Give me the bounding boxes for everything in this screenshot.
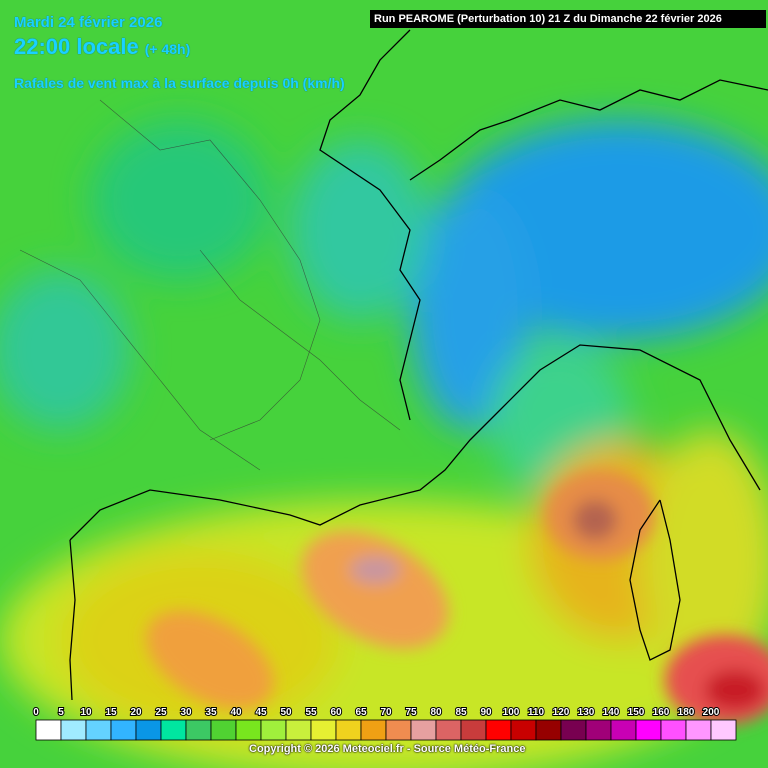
legend-label: 55 xyxy=(305,707,317,718)
coastlines xyxy=(69,29,768,701)
subtitle: Rafales de vent max à la surface depuis … xyxy=(14,75,345,91)
color-box xyxy=(635,719,662,741)
lead-time: (+ 48h) xyxy=(144,41,191,57)
color-box xyxy=(710,719,737,741)
color-box xyxy=(535,719,562,741)
color-box xyxy=(210,719,237,741)
run-info: Run PEAROME (Perturbation 10) 21 Z du Di… xyxy=(370,10,766,28)
legend-label: 45 xyxy=(255,707,267,718)
legend-label: 40 xyxy=(230,707,242,718)
color-box xyxy=(285,719,312,741)
time-line: 22:00 locale (+ 48h) xyxy=(14,34,190,60)
legend-label: 50 xyxy=(280,707,292,718)
date: Mardi 24 février 2026 xyxy=(14,14,163,31)
legend-label: 130 xyxy=(578,707,595,718)
color-box xyxy=(310,719,337,741)
copyright: Copyright © 2026 Meteociel.fr - Source M… xyxy=(249,743,526,755)
color-box xyxy=(135,719,162,741)
color-box xyxy=(60,719,87,741)
legend-label: 110 xyxy=(528,707,545,718)
color-box xyxy=(235,719,262,741)
legend-label: 5 xyxy=(58,707,64,718)
color-box xyxy=(385,719,412,741)
color-box xyxy=(660,719,687,741)
color-box xyxy=(360,719,387,741)
legend-label: 85 xyxy=(455,707,467,718)
color-box xyxy=(35,719,62,741)
legend-label: 65 xyxy=(355,707,367,718)
color-box xyxy=(335,719,362,741)
color-box xyxy=(435,719,462,741)
color-box xyxy=(610,719,637,741)
legend-label: 90 xyxy=(480,707,492,718)
borders xyxy=(19,99,401,471)
legend-label: 35 xyxy=(205,707,217,718)
color-box xyxy=(560,719,587,741)
legend-label: 120 xyxy=(553,707,570,718)
color-box xyxy=(585,719,612,741)
color-box xyxy=(460,719,487,741)
legend-label: 140 xyxy=(603,707,620,718)
legend-label: 30 xyxy=(180,707,192,718)
color-box xyxy=(685,719,712,741)
legend-label: 100 xyxy=(503,707,520,718)
color-box xyxy=(85,719,112,741)
legend-label: 15 xyxy=(105,707,117,718)
wind-maxima xyxy=(146,470,768,725)
color-box xyxy=(485,719,512,741)
legend-label: 60 xyxy=(330,707,342,718)
color-box xyxy=(110,719,137,741)
legend-label: 70 xyxy=(380,707,392,718)
color-box xyxy=(410,719,437,741)
legend-label: 25 xyxy=(155,707,167,718)
legend-label: 0 xyxy=(33,707,39,718)
color-box xyxy=(260,719,287,741)
legend-label: 80 xyxy=(430,707,442,718)
legend-label: 150 xyxy=(628,707,645,718)
legend-label: 180 xyxy=(678,707,695,718)
legend-label: 20 xyxy=(130,707,142,718)
legend-label: 75 xyxy=(405,707,417,718)
legend: 0 5 10 15 20 25 30 35 40 45 50 55 60 65 70 75 80 85 90 100 1… xyxy=(32,706,737,741)
color-box xyxy=(160,719,187,741)
legend-label: 200 xyxy=(703,707,720,718)
legend-label: 10 xyxy=(80,707,92,718)
color-box xyxy=(185,719,212,741)
legend-label: 160 xyxy=(653,707,670,718)
time: 22:00 locale xyxy=(14,34,139,59)
color-box xyxy=(510,719,537,741)
